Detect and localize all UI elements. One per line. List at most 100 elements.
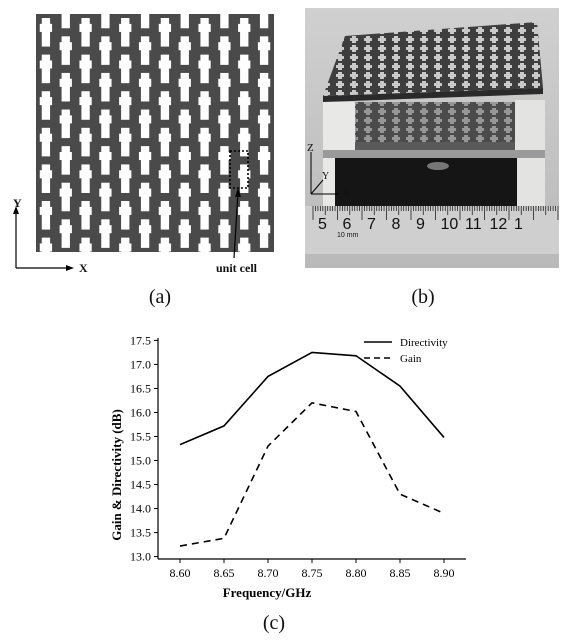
unit-cell-arm bbox=[138, 115, 152, 124]
unit-cell-patch bbox=[140, 72, 150, 102]
unit-cell-arm bbox=[119, 23, 132, 32]
unit-cell-arm bbox=[257, 188, 271, 197]
unit-cell-patch bbox=[220, 109, 229, 139]
unit-cell-patch bbox=[61, 72, 70, 102]
unit-cell-patch bbox=[41, 201, 51, 230]
unit-cell-patch bbox=[200, 201, 209, 230]
unit-cell-arm bbox=[198, 243, 211, 252]
feed-point bbox=[427, 162, 449, 170]
annotation-arrowhead bbox=[235, 188, 241, 197]
unit-cell-arm bbox=[39, 206, 53, 215]
axis-label-y: Y bbox=[13, 196, 22, 210]
unit-cell-arm bbox=[178, 42, 191, 51]
unit-cell-arm bbox=[178, 151, 191, 161]
unit-cell-arm bbox=[99, 115, 112, 124]
unit-cell-arm bbox=[178, 188, 191, 197]
photo-axis-y: Y bbox=[322, 171, 330, 182]
chart-legend: Directivity Gain bbox=[364, 337, 448, 365]
unit-cell-patch bbox=[121, 127, 130, 157]
chart-series bbox=[179, 351, 445, 547]
unit-cell-patch bbox=[61, 219, 70, 248]
y-tick-label: 17.0 bbox=[130, 357, 151, 371]
unit-cell-highlight-box bbox=[229, 150, 249, 189]
unit-cell-patch bbox=[220, 72, 229, 102]
unit-cell-patch bbox=[259, 72, 269, 102]
top-metasurface-plate bbox=[323, 22, 543, 96]
unit-cell-patch bbox=[180, 182, 189, 212]
unit-cell-arm bbox=[178, 115, 191, 124]
unit-cell-array-diagram bbox=[13, 14, 274, 271]
unit-cell-arm bbox=[257, 151, 271, 161]
unit-cell-patch bbox=[220, 146, 229, 175]
unit-cell-arm bbox=[158, 60, 172, 69]
unit-cell-arm bbox=[218, 151, 231, 161]
unit-cell-arm bbox=[79, 170, 92, 179]
unit-cell-arm bbox=[59, 42, 72, 51]
unit-cell-arm bbox=[99, 151, 112, 161]
unit-cell-patch bbox=[140, 182, 150, 212]
unit-cell-arm bbox=[99, 188, 112, 197]
unit-cell-arm bbox=[59, 151, 72, 161]
unit-cell-arm bbox=[39, 23, 53, 32]
ruler-number: 8 bbox=[391, 216, 401, 233]
chart-x-label: Frequency/GHz bbox=[223, 585, 312, 600]
unit-cell-arm bbox=[198, 23, 211, 32]
photo-axis-x: X bbox=[342, 187, 350, 198]
series-line-gain bbox=[179, 401, 445, 547]
unit-cell-arm bbox=[119, 97, 132, 106]
unit-cell-patch bbox=[140, 14, 150, 29]
unit-cell-patch bbox=[101, 182, 110, 212]
unit-cell-arm bbox=[39, 170, 53, 179]
unit-cell-arm bbox=[178, 78, 191, 87]
chart-y-label: Gain & Directivity (dB) bbox=[109, 409, 124, 541]
array-cells bbox=[39, 14, 271, 252]
y-tick-label: 13.5 bbox=[130, 526, 151, 540]
unit-cell-patch bbox=[259, 36, 269, 65]
unit-cell-patch bbox=[259, 109, 269, 139]
unit-cell-arm bbox=[198, 133, 211, 142]
unit-cell-patch bbox=[101, 14, 110, 29]
unit-cell-arm bbox=[138, 225, 152, 234]
unit-cell-patch bbox=[61, 36, 70, 65]
y-tick-label: 13.0 bbox=[130, 550, 151, 564]
unit-cell-patch bbox=[180, 14, 189, 29]
unit-cell-patch bbox=[160, 164, 170, 193]
unit-cell-arm bbox=[238, 97, 251, 106]
ruler bbox=[305, 206, 559, 254]
unit-cell-arm bbox=[119, 243, 132, 252]
unit-cell-arm bbox=[218, 42, 231, 51]
unit-cell-patch bbox=[220, 36, 229, 65]
unit-cell-patch bbox=[220, 182, 229, 212]
unit-cell-patch bbox=[121, 18, 130, 47]
unit-cell-arm bbox=[79, 97, 92, 106]
unit-cell-arm bbox=[59, 225, 72, 234]
unit-cell-patch bbox=[160, 201, 170, 230]
unit-cell-arm bbox=[218, 78, 231, 87]
unit-cell-patch bbox=[240, 201, 249, 230]
unit-cell-patch bbox=[180, 72, 189, 102]
unit-cell-arm bbox=[79, 206, 92, 215]
unit-cell-patch bbox=[160, 54, 170, 84]
unit-cell-arm bbox=[59, 188, 72, 197]
unit-cell-arm bbox=[257, 225, 271, 234]
unit-cell-arm bbox=[99, 42, 112, 51]
unit-cell-arm bbox=[59, 115, 72, 124]
series-line-directivity bbox=[179, 351, 445, 446]
unit-cell-patch bbox=[121, 201, 130, 230]
x-tick-label: 8.85 bbox=[390, 566, 411, 580]
unit-cell-arm bbox=[39, 60, 53, 69]
unit-cell-arm bbox=[178, 225, 191, 234]
ruler-unit: 10 mm bbox=[337, 232, 359, 239]
unit-cell-arm bbox=[158, 243, 172, 252]
unit-cell-arm bbox=[39, 97, 53, 106]
unit-cell-patch bbox=[200, 91, 209, 120]
ruler-number: 11 bbox=[465, 216, 482, 233]
unit-cell-patch bbox=[140, 109, 150, 139]
caption-b: (b) bbox=[411, 286, 435, 308]
unit-cell-patch bbox=[160, 127, 170, 157]
unit-cell-patch bbox=[121, 164, 130, 193]
unit-cell-arm bbox=[39, 133, 53, 142]
unit-cell-arm bbox=[79, 133, 92, 142]
unit-cell-patch bbox=[61, 14, 70, 29]
unit-cell-arm bbox=[218, 188, 231, 197]
